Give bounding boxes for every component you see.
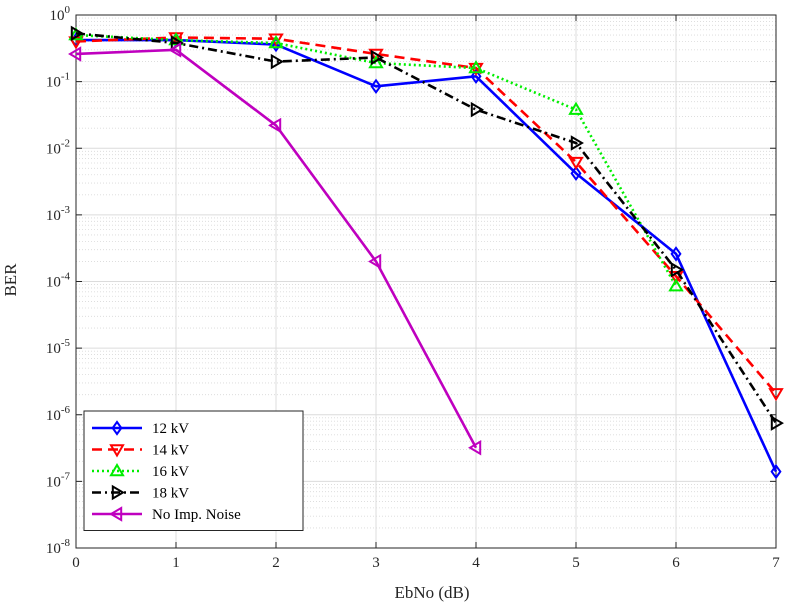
data-point	[668, 271, 684, 285]
data-point	[370, 78, 382, 95]
y-axis-label: BER	[1, 263, 20, 297]
legend-label: 18 kV	[152, 486, 189, 502]
x-tick-label: 0	[72, 555, 80, 571]
x-tick-label: 6	[672, 555, 680, 571]
y-tick-label: 10-7	[46, 470, 71, 490]
legend-item: 12 kV	[92, 420, 189, 437]
legend-marker	[109, 506, 123, 522]
data-point	[370, 49, 384, 66]
data-point	[668, 278, 684, 292]
legend-label: 12 kV	[152, 421, 189, 437]
legend-item: 14 kV	[92, 443, 189, 459]
legend-label: No Imp. Noise	[152, 507, 241, 523]
y-tick-label: 100	[50, 4, 71, 24]
data-point	[168, 42, 182, 58]
legend-label: 16 kV	[152, 464, 189, 480]
data-point	[70, 25, 84, 42]
data-point	[68, 46, 82, 62]
data-point	[568, 101, 584, 115]
y-tick-label: 10-5	[46, 337, 71, 357]
data-point	[268, 33, 284, 47]
y-tick-label: 10-1	[46, 71, 70, 91]
data-point	[270, 53, 284, 70]
y-tick-label: 10-3	[46, 204, 71, 224]
y-tick-label: 10-2	[46, 137, 70, 157]
data-point	[568, 156, 584, 171]
data-point	[468, 439, 482, 456]
data-point	[470, 101, 484, 118]
legend-item: 16 kV	[92, 463, 189, 480]
legend-marker	[111, 484, 125, 501]
x-tick-label: 4	[472, 555, 480, 571]
data-point	[670, 246, 682, 262]
x-tick-label: 5	[572, 555, 580, 571]
y-tick-label: 10-4	[46, 271, 71, 291]
data-point	[468, 60, 484, 74]
y-tick-label: 10-8	[46, 537, 71, 557]
legend-marker	[109, 444, 125, 458]
series-4	[68, 42, 482, 456]
axes	[75, 14, 777, 549]
data-point	[570, 135, 584, 151]
data-point	[570, 165, 582, 182]
y-tick-label: 10-6	[46, 404, 71, 424]
data-point	[368, 253, 382, 270]
legend-item: 18 kV	[92, 484, 189, 502]
data-point	[770, 415, 784, 431]
series-3	[70, 25, 784, 431]
series-line	[75, 32, 778, 424]
x-tick-label: 2	[272, 555, 280, 571]
x-tick-label: 3	[372, 555, 380, 571]
data-point	[470, 68, 482, 85]
data-point	[768, 388, 784, 402]
series-layer	[68, 25, 784, 480]
legend-marker	[111, 420, 123, 436]
data-point	[670, 262, 684, 278]
data-point	[770, 463, 782, 480]
x-tick-label: 1	[172, 555, 180, 571]
x-tick-label: 7	[772, 555, 780, 571]
x-axis-label: EbNo (dB)	[394, 583, 469, 602]
legend: 12 kV 14 kV 16 kV 18 kV No Imp. Noise	[83, 410, 304, 531]
legend-marker	[109, 463, 125, 477]
series-line	[75, 48, 478, 449]
legend-label: 14 kV	[152, 443, 189, 459]
data-point	[268, 117, 282, 134]
tick-labels: 0 1 2 3 4 5 6 7 100 10-1 10-2 10-3 10-4 10-5 10-6 10-7 1…	[46, 4, 780, 571]
legend-item: No Imp. Noise	[92, 506, 241, 523]
data-point	[268, 35, 284, 49]
